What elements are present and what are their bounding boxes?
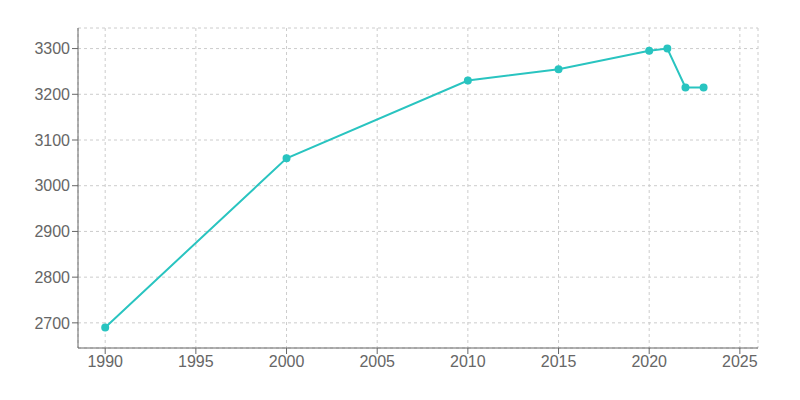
svg-text:3300: 3300: [34, 40, 70, 57]
svg-text:1995: 1995: [178, 353, 214, 370]
svg-text:2700: 2700: [34, 315, 70, 332]
svg-text:2015: 2015: [541, 353, 577, 370]
svg-text:1990: 1990: [87, 353, 123, 370]
svg-text:2000: 2000: [269, 353, 305, 370]
svg-text:2020: 2020: [631, 353, 667, 370]
svg-text:2005: 2005: [359, 353, 395, 370]
svg-text:3100: 3100: [34, 132, 70, 149]
svg-text:2900: 2900: [34, 223, 70, 240]
svg-text:2800: 2800: [34, 269, 70, 286]
svg-text:3000: 3000: [34, 177, 70, 194]
svg-text:2010: 2010: [450, 353, 486, 370]
svg-text:2025: 2025: [722, 353, 758, 370]
svg-text:3200: 3200: [34, 86, 70, 103]
